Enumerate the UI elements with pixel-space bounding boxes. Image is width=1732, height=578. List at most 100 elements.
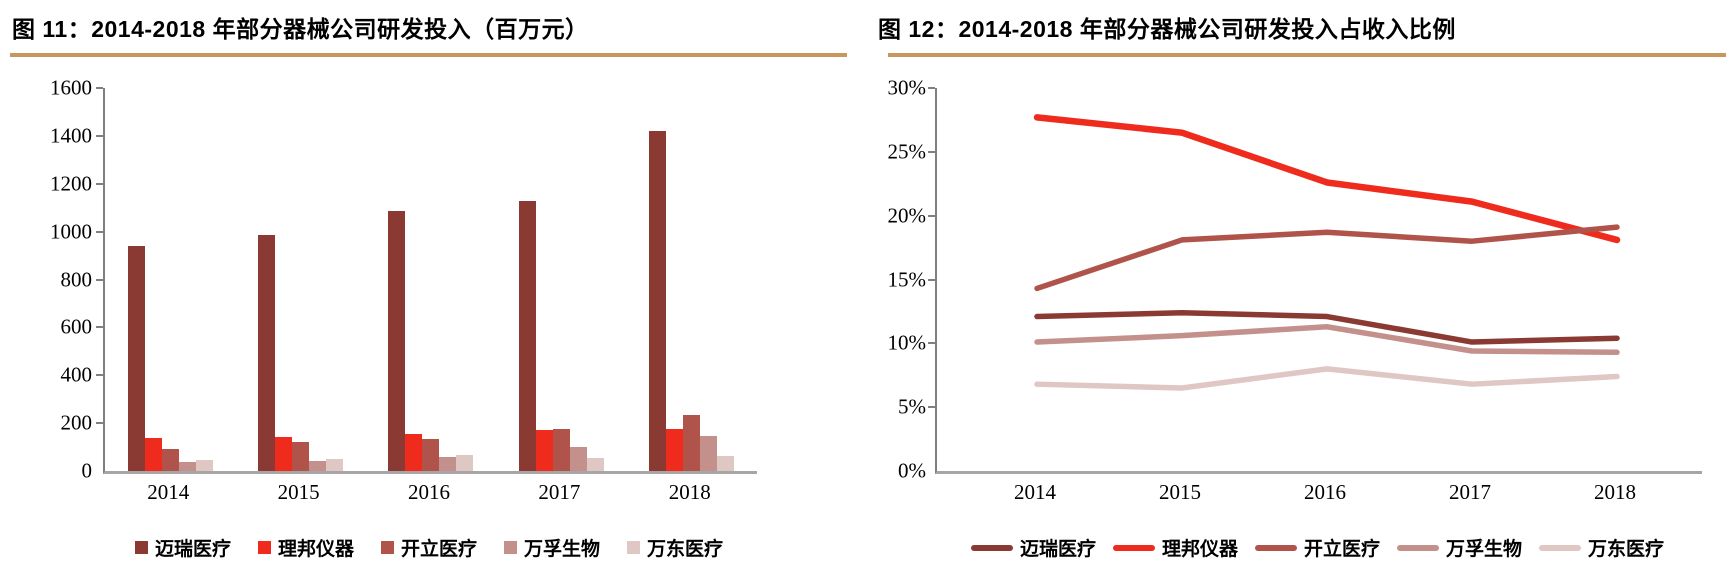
y-tick-mark [928, 214, 935, 217]
legend-label: 开立医疗 [400, 539, 477, 560]
legend-swatch [504, 541, 517, 554]
bar [535, 429, 553, 471]
y-tick-mark [928, 278, 935, 281]
bar-group-2014 [105, 88, 235, 471]
legend-swatch [970, 544, 1013, 551]
figure-12-title-underline [888, 53, 1726, 57]
bar-group-2016 [366, 88, 496, 471]
y-tick-label: 600 [60, 314, 93, 339]
line-series [1033, 114, 1621, 244]
legend-swatch [1254, 544, 1297, 551]
y-tick-label: 800 [60, 267, 93, 291]
y-tick-mark [96, 182, 103, 185]
legend-swatch [627, 541, 641, 554]
legend-item: 迈瑞医疗 [970, 534, 1096, 561]
x-tick-label: 2017 [538, 480, 581, 504]
y-tick-label: 5% [898, 394, 926, 419]
legend-item: 迈瑞医疗 [134, 534, 231, 561]
y-tick-mark [96, 374, 103, 377]
legend-item: 万东医疗 [627, 534, 723, 561]
bar [552, 429, 570, 471]
y-tick-mark [928, 150, 935, 153]
bar-chart-legend: 迈瑞医疗 理邦仪器 开立医疗 万孚生物 万东医疗 [103, 534, 755, 561]
legend-item: 理邦仪器 [257, 534, 354, 561]
bar [683, 415, 701, 471]
y-tick-label: 1600 [50, 75, 92, 100]
bar [405, 433, 423, 471]
legend-swatch [1539, 544, 1582, 551]
legend-swatch [134, 541, 148, 554]
y-tick-label: 0% [898, 458, 926, 483]
bar [569, 447, 587, 471]
bar [422, 439, 440, 471]
x-tick-label: 2015 [1159, 480, 1201, 504]
y-tick-label: 15% [887, 267, 927, 291]
y-tick-label: 0 [81, 458, 93, 483]
legend-item: 理邦仪器 [1112, 534, 1238, 561]
legend-label: 迈瑞医疗 [1019, 539, 1096, 560]
y-tick-mark [928, 87, 935, 89]
bar [275, 437, 293, 471]
line-series [1034, 309, 1620, 345]
bar [649, 131, 667, 471]
x-tick-label: 2016 [1304, 480, 1346, 504]
y-tick-label: 400 [60, 362, 93, 387]
legend-label: 万孚生物 [524, 539, 601, 560]
figure-12-title: 图 12：2014-2018 年部分器械公司研发投入占收入比例 [878, 16, 1456, 42]
legend-item: 万东医疗 [1539, 534, 1664, 561]
y-tick-label: 20% [887, 203, 927, 228]
legend-label: 理邦仪器 [1161, 539, 1238, 560]
bar [195, 459, 213, 471]
bar [456, 455, 474, 471]
bar [518, 200, 536, 471]
line-chart-legend: 迈瑞医疗 理邦仪器 开立医疗 万孚生物 万东医疗 [935, 534, 1700, 561]
legend-label: 迈瑞医疗 [154, 539, 231, 560]
bar [258, 235, 276, 471]
y-tick-mark [96, 326, 103, 329]
bar-group-2017 [496, 88, 626, 471]
bar [161, 449, 179, 471]
legend-swatch [257, 541, 271, 554]
x-tick-label: 2014 [1014, 480, 1056, 504]
figure-11-rd-investment-bar-chart: 图 11：2014-2018 年部分器械公司研发投入（百万元） 迈瑞医疗 理邦仪器… [10, 16, 847, 561]
line-series [1034, 224, 1620, 292]
y-tick-mark [928, 406, 935, 409]
bar [717, 456, 735, 471]
legend-swatch [1397, 544, 1439, 551]
legend-item: 开立医疗 [380, 534, 477, 561]
y-tick-label: 1400 [50, 123, 92, 148]
bar [326, 458, 344, 471]
y-tick-mark [96, 422, 103, 425]
y-tick-mark [96, 230, 103, 233]
x-tick-label: 2014 [147, 480, 190, 504]
bar [388, 211, 406, 471]
bar [292, 441, 310, 471]
legend-swatch [1112, 544, 1155, 551]
legend-label: 万东医疗 [647, 539, 724, 560]
bar [666, 428, 684, 471]
y-tick-label: 30% [887, 75, 927, 100]
y-tick-mark [928, 342, 935, 345]
bar [700, 436, 718, 471]
legend-swatch [380, 541, 394, 554]
legend-item: 开立医疗 [1254, 534, 1380, 561]
legend-label: 万孚生物 [1446, 539, 1523, 560]
y-tick-label: 25% [887, 139, 927, 164]
y-tick-mark [96, 134, 103, 137]
bar-group-2015 [235, 88, 365, 471]
line-series-canvas [1033, 114, 1621, 391]
legend-label: 万东医疗 [1588, 539, 1665, 560]
legend-label: 开立医疗 [1303, 539, 1380, 560]
legend-label: 理邦仪器 [277, 539, 354, 560]
bar-chart-plot-area [103, 88, 757, 474]
legend-item: 万孚生物 [504, 534, 600, 561]
bar [178, 461, 196, 471]
x-tick-label: 2018 [668, 480, 711, 504]
line-chart-plot-area [935, 88, 1702, 474]
bar [439, 457, 457, 471]
y-tick-mark [96, 87, 103, 89]
x-tick-label: 2015 [277, 480, 320, 504]
figure-11-title: 图 11：2014-2018 年部分器械公司研发投入（百万元） [12, 16, 589, 42]
line-series [1034, 323, 1620, 356]
x-tick-label: 2018 [1594, 480, 1636, 504]
